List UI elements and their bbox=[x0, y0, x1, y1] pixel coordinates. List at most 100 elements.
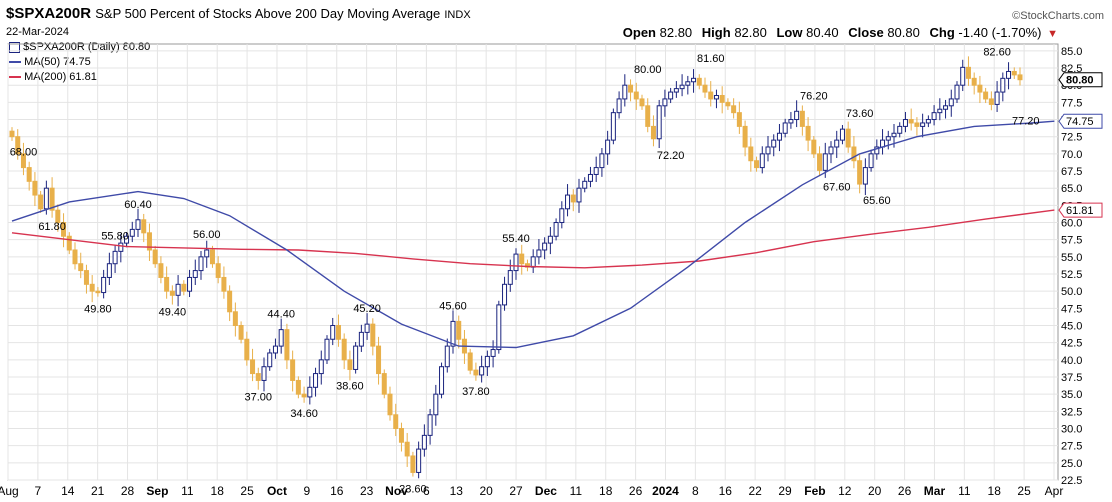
candle bbox=[479, 355, 485, 383]
candle bbox=[1000, 72, 1006, 102]
candle bbox=[622, 74, 628, 107]
y-tick-label: 40.0 bbox=[1061, 355, 1082, 367]
candle bbox=[20, 142, 26, 176]
low-label: Low bbox=[776, 25, 803, 40]
candle bbox=[839, 125, 845, 145]
candle bbox=[456, 315, 462, 349]
candle bbox=[187, 269, 193, 298]
candle bbox=[696, 74, 702, 90]
candle bbox=[845, 121, 851, 153]
x-tick-label: 18 bbox=[599, 484, 613, 498]
x-tick-label: 13 bbox=[450, 484, 464, 498]
ohlc-readout: Open 82.80 High 82.80 Low 80.40 Close 80… bbox=[623, 25, 1058, 40]
price-label: 68.00 bbox=[10, 147, 38, 159]
y-tick-label: 77.5 bbox=[1061, 97, 1082, 109]
candle bbox=[817, 146, 823, 177]
candle bbox=[782, 118, 788, 138]
candle bbox=[920, 113, 926, 138]
price-label: 37.80 bbox=[462, 386, 490, 398]
ma200-line bbox=[11, 209, 1055, 269]
y-tick-label: 85.0 bbox=[1061, 46, 1082, 58]
y-tick-label: 47.5 bbox=[1061, 303, 1082, 315]
candle bbox=[164, 266, 170, 299]
candle bbox=[370, 318, 376, 356]
candle bbox=[536, 238, 542, 265]
price-label: 73.60 bbox=[846, 108, 874, 120]
candle bbox=[439, 362, 445, 399]
x-tick-label: 14 bbox=[61, 484, 75, 498]
symbol: $SPXA200R bbox=[6, 5, 92, 22]
candle bbox=[376, 336, 382, 385]
candle bbox=[851, 136, 857, 169]
candle bbox=[169, 285, 175, 305]
candle bbox=[181, 280, 187, 296]
x-tick-label: Apr bbox=[1045, 484, 1064, 498]
candle bbox=[662, 89, 668, 117]
price-label: 37.00 bbox=[245, 391, 273, 403]
candle bbox=[78, 252, 84, 279]
close-value: 80.80 bbox=[887, 25, 920, 40]
price-label: 45.20 bbox=[353, 303, 381, 315]
close-label: Close bbox=[848, 25, 884, 40]
candle bbox=[72, 242, 78, 270]
candle bbox=[278, 318, 284, 354]
x-tick-label: 2024 bbox=[652, 484, 679, 498]
candle bbox=[931, 105, 937, 126]
x-tick-label: 25 bbox=[1017, 484, 1031, 498]
x-tick-label: 6 bbox=[423, 484, 430, 498]
candle bbox=[616, 91, 622, 119]
candle bbox=[943, 99, 949, 119]
candle bbox=[502, 276, 508, 311]
candle bbox=[885, 130, 891, 150]
x-tick-label: 20 bbox=[868, 484, 882, 498]
candle bbox=[335, 314, 341, 347]
ma50-line bbox=[11, 120, 1055, 349]
candle bbox=[313, 367, 319, 397]
x-tick-label: 12 bbox=[838, 484, 852, 498]
ma200-value-tag: 61.81 bbox=[1058, 202, 1103, 218]
candle bbox=[1017, 67, 1023, 86]
chg-label: Chg bbox=[929, 25, 955, 40]
x-tick-label: 16 bbox=[330, 484, 344, 498]
last-close-tag: 80.80 bbox=[1058, 72, 1103, 88]
candle bbox=[55, 204, 61, 232]
candle bbox=[759, 146, 765, 174]
candle bbox=[965, 56, 971, 86]
candle bbox=[776, 123, 782, 152]
candle bbox=[198, 251, 204, 280]
candle bbox=[209, 245, 215, 268]
x-tick-label: 21 bbox=[91, 484, 105, 498]
x-tick-label: 23 bbox=[360, 484, 374, 498]
candle bbox=[685, 75, 691, 95]
candle bbox=[101, 269, 107, 299]
candle bbox=[61, 213, 67, 248]
price-label: 81.60 bbox=[697, 53, 725, 65]
candle bbox=[26, 161, 32, 191]
candle bbox=[89, 275, 95, 303]
x-tick-label: 18 bbox=[988, 484, 1002, 498]
price-label: 23.60 bbox=[399, 483, 427, 495]
candle bbox=[353, 341, 359, 374]
candle bbox=[15, 129, 21, 160]
candle bbox=[811, 136, 817, 158]
candle bbox=[444, 338, 450, 373]
candle bbox=[341, 333, 347, 370]
candle bbox=[691, 69, 697, 93]
candle bbox=[318, 350, 324, 385]
x-tick-label: 26 bbox=[629, 484, 643, 498]
candle bbox=[673, 81, 679, 98]
candle bbox=[95, 287, 101, 297]
candle bbox=[290, 350, 296, 392]
candle bbox=[215, 256, 221, 284]
candle bbox=[364, 313, 370, 340]
price-label: 49.40 bbox=[159, 306, 187, 318]
x-tick-label: 25 bbox=[240, 484, 254, 498]
candle bbox=[192, 259, 198, 286]
low-value: 80.40 bbox=[806, 25, 839, 40]
y-tick-label: 55.0 bbox=[1061, 252, 1082, 264]
candle bbox=[158, 256, 164, 284]
brand-logo: ©StockCharts.com bbox=[1012, 10, 1104, 22]
candle bbox=[719, 86, 725, 114]
y-tick-label: 72.5 bbox=[1061, 132, 1082, 144]
candle bbox=[587, 166, 593, 188]
